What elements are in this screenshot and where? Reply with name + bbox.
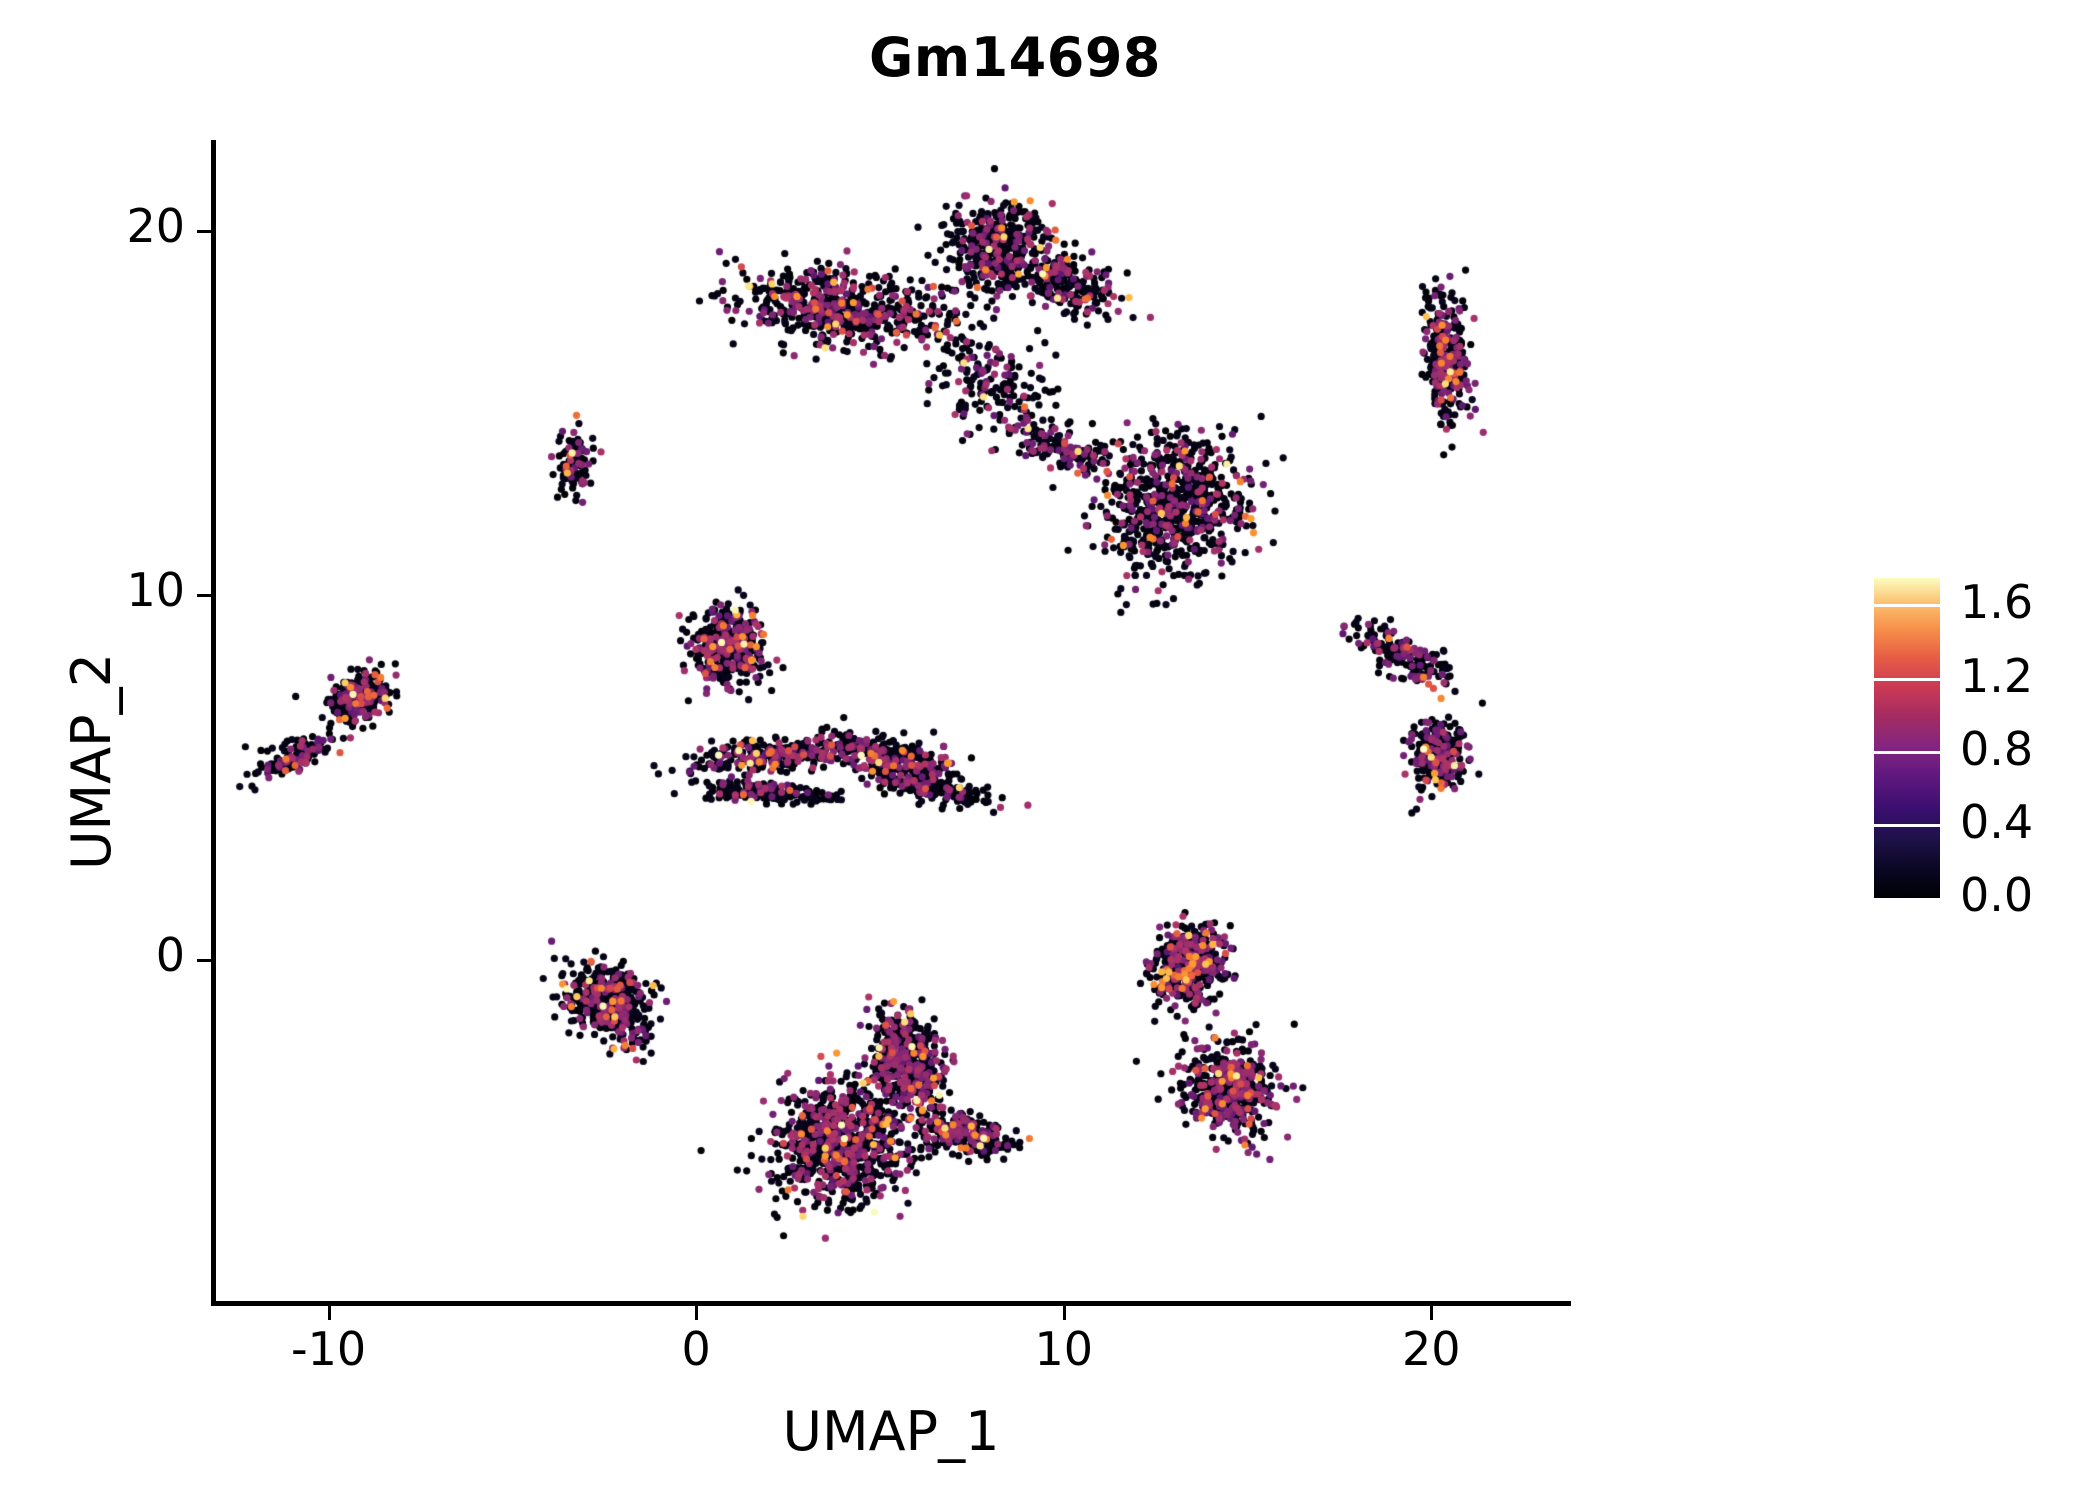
plot-area: [211, 140, 1571, 1306]
y-tick-label: 10: [126, 563, 185, 618]
colorbar-tick-mark: [1874, 750, 1940, 754]
x-tick-label: 10: [1034, 1322, 1094, 1376]
scatter-points: [211, 140, 1571, 1306]
colorbar-tick-label: 0.8: [1960, 721, 2034, 776]
y-tick-mark: [197, 594, 211, 598]
y-tick-label: 20: [126, 199, 185, 254]
y-axis-label: UMAP_2: [60, 653, 123, 870]
x-tick-label: -10: [291, 1322, 367, 1376]
x-tick-mark: [1430, 1306, 1434, 1320]
colorbar-tick-mark: [1874, 823, 1940, 827]
colorbar-tick-mark: [1874, 604, 1940, 608]
x-tick-mark: [1062, 1306, 1066, 1320]
colorbar-gradient: [1874, 578, 1940, 898]
y-tick-mark: [197, 230, 211, 234]
colorbar-tick-label: 0.0: [1960, 868, 2034, 922]
x-axis-label: UMAP_1: [782, 1400, 1000, 1463]
colorbar: [1874, 578, 1940, 898]
chart-title: Gm14698: [869, 26, 1161, 89]
colorbar-tick-label: 1.6: [1960, 575, 2034, 630]
colorbar-tick-label: 1.2: [1960, 648, 2034, 703]
y-tick-label: 0: [155, 927, 185, 982]
colorbar-tick-label: 0.4: [1960, 794, 2034, 849]
x-tick-mark: [695, 1306, 699, 1320]
x-tick-mark: [327, 1306, 331, 1320]
y-tick-mark: [197, 958, 211, 962]
colorbar-tick-mark: [1874, 677, 1940, 681]
x-tick-label: 20: [1402, 1322, 1461, 1376]
x-tick-label: 0: [681, 1322, 711, 1376]
scatter-canvas-container: [211, 140, 1571, 1306]
